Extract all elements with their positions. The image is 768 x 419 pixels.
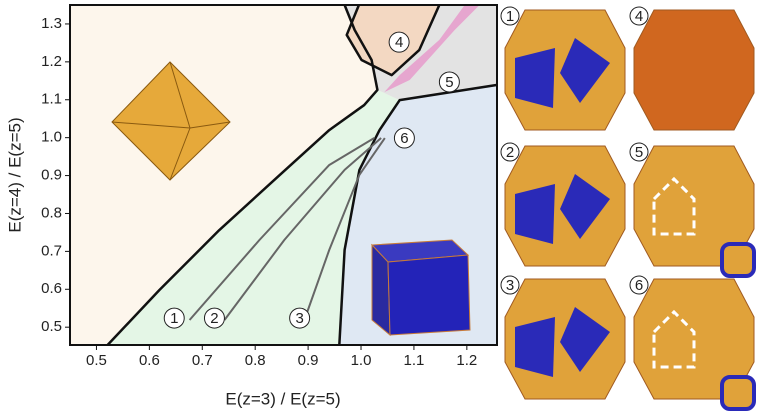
boundary-line [188, 137, 375, 321]
cube-image [370, 239, 471, 337]
region-marker [163, 307, 185, 329]
boundary-line [223, 137, 382, 321]
x-tick-label: 0.9 [298, 352, 319, 369]
facet [560, 38, 610, 103]
x-tick-label: 1.2 [456, 352, 477, 369]
facet [560, 307, 610, 372]
y-tick-label: 0.9 [41, 167, 62, 184]
region-marker-label: 6 [400, 130, 408, 147]
nanoparticle-image [633, 9, 755, 131]
y-tick-label: 0.6 [41, 280, 62, 297]
y-tick-label: 1.3 [41, 15, 62, 32]
panel-badge [500, 142, 520, 162]
panel-badge [629, 142, 649, 162]
region-marker [289, 307, 311, 329]
panel-label: 3 [506, 277, 514, 294]
panel-label: 4 [635, 8, 643, 25]
x-tick-label: 0.8 [245, 352, 266, 369]
panel-badge [500, 275, 520, 295]
region-marker-label: 2 [210, 310, 218, 327]
facet [515, 317, 555, 377]
region-marker-label: 4 [395, 34, 403, 51]
boundary-line [345, 4, 441, 77]
panel-badge [500, 6, 520, 26]
panel-badge [629, 6, 649, 26]
region-marker-label: 5 [445, 74, 453, 91]
x-tick-label: 0.5 [86, 352, 107, 369]
region [384, 5, 480, 93]
boundary-line [303, 137, 386, 321]
y-tick-label: 0.8 [41, 204, 62, 221]
panel-label: 2 [506, 144, 514, 161]
panel-badge [629, 275, 649, 295]
region-marker-label: 1 [170, 310, 178, 327]
x-tick-label: 0.7 [192, 352, 213, 369]
plot-frame [69, 4, 498, 346]
octahedron-image [111, 61, 231, 181]
region-marker [388, 31, 410, 53]
y-tick-label: 1.1 [41, 91, 62, 108]
facet [560, 174, 610, 239]
facet-outline [652, 176, 696, 236]
y-tick-label: 1.2 [41, 53, 62, 70]
panel-label: 6 [635, 277, 643, 294]
x-tick-label: 1.0 [351, 352, 372, 369]
y-axis-label: E(z=4) / E(z=5) [5, 117, 24, 232]
y-tick-label: 0.5 [41, 318, 62, 335]
facet [515, 48, 555, 108]
x-tick-label: 0.6 [139, 352, 160, 369]
inset-model [720, 375, 756, 411]
panel-label: 1 [506, 8, 514, 25]
inset-model [720, 242, 756, 278]
boundary-line [106, 4, 379, 346]
y-tick-label: 0.7 [41, 242, 62, 259]
boundary-line [338, 83, 497, 346]
region-marker [438, 71, 460, 93]
facet-outline [652, 309, 696, 369]
x-axis-label: E(z=3) / E(z=5) [225, 389, 340, 408]
y-tick-label: 1.0 [41, 129, 62, 146]
region [107, 89, 400, 345]
region-marker [203, 307, 225, 329]
region-marker-label: 3 [295, 310, 303, 327]
panels: 1 4 2 5 3 6 [500, 6, 756, 411]
facet [515, 184, 555, 244]
panel-label: 5 [635, 144, 643, 161]
x-tick-label: 1.1 [403, 352, 424, 369]
region-marker [393, 127, 415, 149]
